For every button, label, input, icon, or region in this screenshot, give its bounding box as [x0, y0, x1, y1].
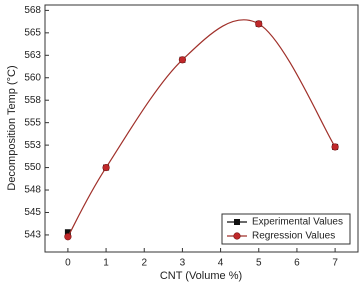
y-tick-label: 563	[24, 50, 41, 61]
y-tick-label: 560	[24, 72, 41, 83]
plot-frame	[44, 4, 359, 253]
x-tick-label: 0	[65, 258, 71, 269]
x-tick-label: 1	[103, 258, 109, 269]
x-tick-label: 7	[332, 258, 338, 269]
legend-marker	[233, 232, 241, 240]
x-axis-title: CNT (Volume %)	[160, 270, 242, 282]
x-tick-label: 4	[218, 258, 224, 269]
y-tick-label: 548	[24, 185, 41, 196]
legend-label: Experimental Values	[252, 217, 343, 228]
y-tick-label: 550	[24, 162, 41, 173]
marker	[64, 229, 71, 236]
y-tick-label: 553	[24, 140, 41, 151]
y-tick-label: 555	[24, 117, 41, 128]
marker	[255, 20, 263, 28]
x-tick-label: 6	[294, 258, 300, 269]
legend-box	[221, 213, 351, 245]
y-tick-label: 545	[24, 207, 41, 218]
legend-marker	[234, 219, 240, 225]
y-tick-label: 543	[24, 230, 41, 241]
y-axis-title: Decomposition Temp (°C)	[6, 65, 18, 190]
x-tick-label: 2	[141, 258, 147, 269]
x-tick-label: 5	[256, 258, 262, 269]
marker	[64, 233, 72, 241]
marker	[102, 163, 110, 172]
y-tick-label: 568	[24, 5, 41, 16]
legend-label: Regression Values	[252, 231, 335, 242]
y-tick-label: 558	[24, 95, 41, 106]
fit-line	[67, 19, 336, 238]
y-tick-label: 565	[24, 27, 41, 38]
x-tick-label: 3	[180, 258, 186, 269]
marker	[178, 56, 187, 64]
marker	[331, 143, 339, 151]
